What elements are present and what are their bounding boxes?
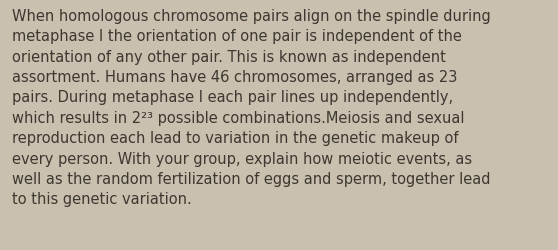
Text: When homologous chromosome pairs align on the spindle during
metaphase I the ori: When homologous chromosome pairs align o… [12,9,491,206]
